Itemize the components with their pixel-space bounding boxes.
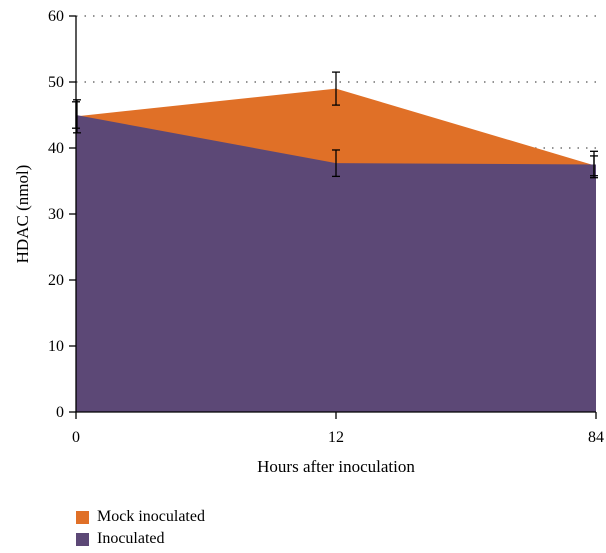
legend-item-mock: Mock inoculated: [76, 506, 205, 528]
y-tick-label-20: 20: [48, 272, 64, 289]
legend-item-inoculated: Inoculated: [76, 528, 205, 550]
y-tick-label-50: 50: [48, 74, 64, 91]
chart: 0 10 20 30 40 50 60 0 12 84 Hours after inoculat…: [13, 8, 604, 476]
axes: [69, 15, 597, 419]
legend-swatch-inoculated: [76, 532, 89, 546]
y-tick-label-0: 0: [56, 404, 64, 421]
x-tick-label-12: 12: [328, 429, 344, 446]
legend-label-inoculated: Inoculated: [97, 530, 165, 547]
series-areas: [76, 88, 596, 412]
error-bar-s0-0: [73, 99, 81, 134]
y-tick-label-40: 40: [48, 140, 64, 157]
error-bar-s1-12: [332, 149, 340, 178]
area-series-1: [76, 115, 596, 412]
y-tick-label-10: 10: [48, 338, 64, 355]
x-tick-label-0: 0: [72, 429, 80, 446]
legend-swatch-mock: [76, 510, 89, 524]
legend: Mock inoculated Inoculated: [76, 506, 205, 550]
y-axis-title: HDAC (nmol): [13, 165, 32, 264]
y-tick-labels: 0 10 20 30 40 50 60: [48, 8, 64, 421]
legend-label-mock: Mock inoculated: [97, 508, 205, 525]
error-bar-s1-84: [590, 150, 598, 179]
x-axis-title: Hours after inoculation: [257, 457, 415, 476]
x-tick-label-84: 84: [588, 429, 604, 446]
y-tick-label-30: 30: [48, 206, 64, 223]
x-tick-labels: 0 12 84: [72, 429, 604, 446]
error-bar-s0-12: [332, 71, 340, 106]
y-tick-label-60: 60: [48, 8, 64, 25]
